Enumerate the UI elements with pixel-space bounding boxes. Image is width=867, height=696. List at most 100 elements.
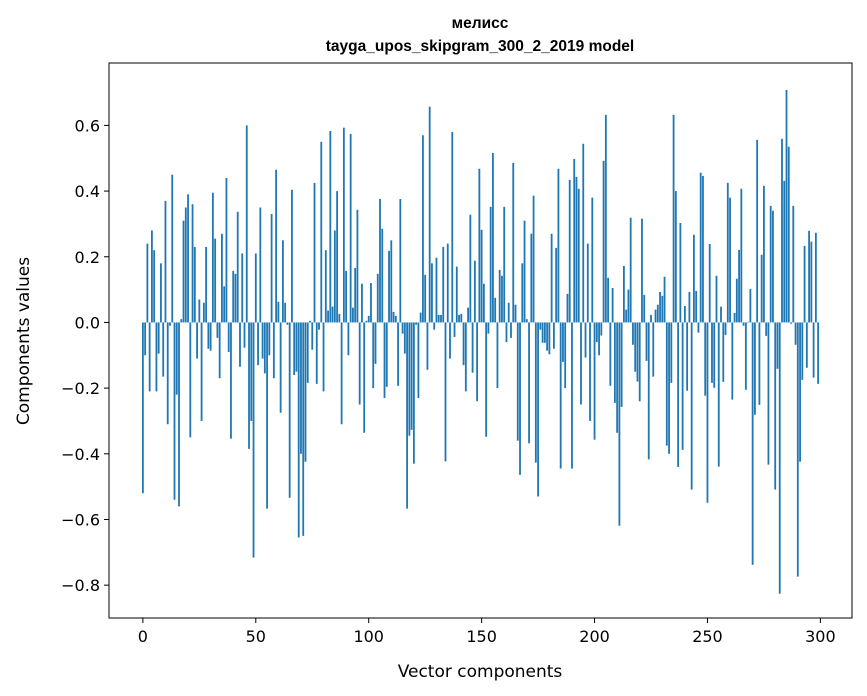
bar-81	[324, 250, 327, 323]
bar-66	[291, 189, 293, 323]
bar-59	[275, 169, 278, 323]
bar-40	[232, 270, 235, 323]
bar-246	[697, 322, 700, 333]
y-tick-label: −0.6	[61, 510, 100, 529]
bar-273	[758, 322, 761, 405]
bar-95	[356, 209, 359, 323]
bar-14	[173, 322, 176, 500]
bar-298	[814, 232, 817, 323]
bar-16	[178, 322, 180, 507]
bar-114	[399, 198, 402, 323]
bar-292	[801, 322, 804, 380]
bar-94	[354, 267, 357, 323]
bar-10	[164, 200, 167, 323]
bar-52	[259, 207, 262, 323]
bar-74	[309, 320, 311, 323]
plot-frame	[108, 62, 853, 619]
bar-35	[221, 233, 223, 323]
bar-104	[376, 273, 379, 323]
bar-264	[738, 249, 740, 323]
bar-226	[652, 322, 655, 377]
bar-148	[476, 322, 479, 402]
chart-title-line2: tayga_upos_skipgram_300_2_2019 model	[326, 38, 634, 55]
bar-169	[523, 220, 526, 323]
bar-111	[392, 311, 395, 323]
bar-277	[767, 322, 770, 465]
bar-141	[460, 313, 463, 323]
bar-58	[272, 322, 275, 379]
bar-83	[329, 130, 332, 323]
bar-128	[431, 263, 433, 323]
y-tick-label: −0.4	[61, 445, 100, 464]
bar-157	[496, 322, 499, 389]
bar-97	[361, 283, 363, 323]
bar-248	[702, 175, 704, 323]
bar-105	[379, 198, 381, 323]
bar-265	[740, 188, 743, 323]
bar-285	[785, 89, 788, 323]
bar-125	[424, 274, 427, 323]
bar-198	[589, 322, 591, 421]
bar-227	[654, 309, 657, 323]
bar-87	[338, 313, 341, 323]
bar-28	[205, 246, 208, 323]
bar-270	[751, 322, 754, 565]
bar-223	[645, 322, 648, 361]
bar-53	[261, 322, 264, 359]
bar-253	[713, 322, 716, 388]
bar-210	[616, 322, 619, 433]
bar-149	[478, 168, 481, 323]
x-tick-label: 150	[466, 627, 497, 646]
bar-164	[512, 162, 515, 323]
bar-113	[397, 322, 399, 386]
bar-229	[659, 291, 661, 323]
bar-261	[731, 322, 734, 400]
bar-67	[293, 322, 296, 375]
bar-110	[390, 240, 393, 323]
bar-166	[516, 322, 519, 441]
x-tick-label: 200	[579, 627, 610, 646]
bar-294	[805, 322, 808, 368]
bar-8	[160, 263, 162, 323]
bar-116	[403, 322, 406, 354]
bar-240	[683, 306, 686, 323]
bar-78	[318, 322, 320, 330]
x-tick-label: 300	[805, 627, 836, 646]
bar-150	[480, 229, 483, 323]
bar-54	[263, 322, 266, 374]
bar-281	[776, 322, 779, 369]
bar-118	[408, 322, 411, 436]
bar-284	[783, 180, 786, 323]
bar-24	[196, 322, 198, 359]
bar-45	[243, 322, 246, 348]
bar-243	[690, 322, 693, 490]
y-tick-label: 0.2	[75, 248, 100, 267]
bar-140	[458, 314, 460, 323]
bar-266	[742, 322, 745, 326]
bar-221	[641, 218, 643, 323]
bar-276	[765, 322, 768, 336]
bar-17	[180, 319, 183, 323]
bar-9	[162, 322, 165, 377]
bar-278	[769, 205, 772, 323]
bar-122	[417, 322, 420, 398]
bar-134	[444, 322, 447, 462]
x-tick-label: 50	[246, 627, 266, 646]
bar-205	[604, 114, 607, 323]
bar-19	[184, 207, 187, 323]
bar-268	[747, 321, 750, 323]
bar-283	[781, 138, 783, 323]
bar-27	[202, 302, 205, 323]
bar-254	[715, 275, 718, 323]
bar-13	[171, 174, 174, 323]
bar-272	[756, 139, 759, 323]
bar-193	[577, 188, 580, 323]
bar-230	[661, 295, 664, 323]
bar-295	[808, 230, 810, 323]
bar-72	[304, 322, 307, 462]
bar-190	[571, 322, 573, 469]
bar-256	[720, 306, 722, 323]
bar-77	[315, 322, 318, 384]
bar-233	[668, 322, 670, 454]
